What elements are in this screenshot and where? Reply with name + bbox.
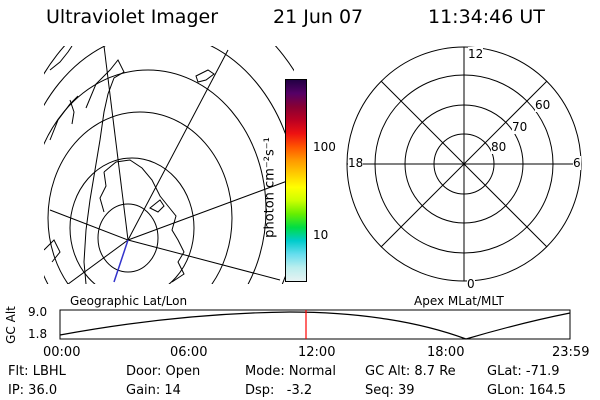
geo-lat-ring (97, 203, 159, 273)
geo-lat-ring (47, 111, 233, 284)
colorbar-gradient (286, 80, 306, 281)
status-glat: GLat: -71.9 (487, 364, 560, 379)
instrument-title: Ultraviolet Imager (46, 6, 219, 28)
colorbar-tick-100: 100 (313, 140, 336, 154)
geo-meridian (49, 209, 129, 241)
date-label: 21 Jun 07 (273, 6, 364, 28)
mlt-diag (380, 80, 548, 248)
status-glon: GLon: 164.5 (487, 383, 567, 398)
mlt-label-6: 6 (573, 156, 581, 170)
coastline (44, 239, 61, 263)
coastline (49, 95, 79, 141)
status-mode: Mode: Normal (245, 364, 336, 379)
coastline (103, 159, 185, 283)
colorbar-tick-10: 10 (313, 228, 329, 242)
status-ip: IP: 36.0 (8, 383, 58, 398)
mlat-ring-80 (433, 133, 495, 195)
geo-meridian (127, 49, 229, 241)
mlat-label-80: 80 (491, 140, 507, 154)
alt-tick-9: 9.0 (28, 305, 48, 319)
colorbar-unit-label: photon cm⁻²s⁻¹ (262, 137, 278, 238)
mlat-ring-70 (404, 104, 524, 224)
mlt-label-0: 0 (467, 277, 475, 291)
time-tick-0600: 06:00 (170, 345, 208, 360)
mlt-diag (380, 80, 548, 248)
coastline (195, 69, 215, 83)
geographic-panel-label: Geographic Lat/Lon (70, 294, 188, 308)
geo-lat-ring (69, 157, 195, 284)
status-gain: Gain: 14 (126, 383, 181, 398)
altitude-strip-frame (59, 309, 571, 340)
status-filter: Flt: LBHL (8, 364, 66, 379)
time-tick-1200: 12:00 (298, 345, 336, 360)
mlat-ring-60 (374, 74, 554, 254)
geo-meridian (67, 239, 129, 284)
geo-meridian (127, 239, 281, 281)
geo-lat-ring (44, 69, 267, 284)
geo-lat-ring (44, 46, 294, 284)
coastline (99, 171, 107, 213)
coastline (149, 199, 165, 213)
status-gc-alt: GC Alt: 8.7 Re (365, 364, 456, 379)
geo-lat-ring (44, 46, 294, 75)
status-dsp: Dsp: -3.2 (245, 383, 313, 398)
time-tick-2359: 23:59 (552, 345, 590, 360)
mlat-label-60: 60 (535, 98, 551, 112)
altitude-curve (59, 311, 571, 340)
coastline (49, 46, 73, 71)
time-tick-1800: 18:00 (427, 345, 465, 360)
polar-panel-label: Apex MLat/MLT (414, 294, 504, 308)
mlat-label-70: 70 (512, 120, 528, 134)
nadir-track (113, 239, 129, 283)
mlt-label-12: 12 (468, 47, 484, 61)
gc-alt-axis-label: GC Alt (4, 306, 18, 344)
mlat-ring-50 (346, 46, 582, 282)
coastline (83, 59, 125, 284)
status-door: Door: Open (126, 364, 201, 379)
status-seq: Seq: 39 (365, 383, 415, 398)
coastline (69, 99, 75, 125)
alt-tick-1.8: 1.8 (28, 327, 48, 341)
geo-meridian (103, 46, 129, 241)
mlt-label-18: 18 (348, 156, 364, 170)
time-label: 11:34:46 UT (428, 6, 545, 28)
colorbar (285, 79, 307, 282)
time-tick-0000: 00:00 (43, 345, 81, 360)
